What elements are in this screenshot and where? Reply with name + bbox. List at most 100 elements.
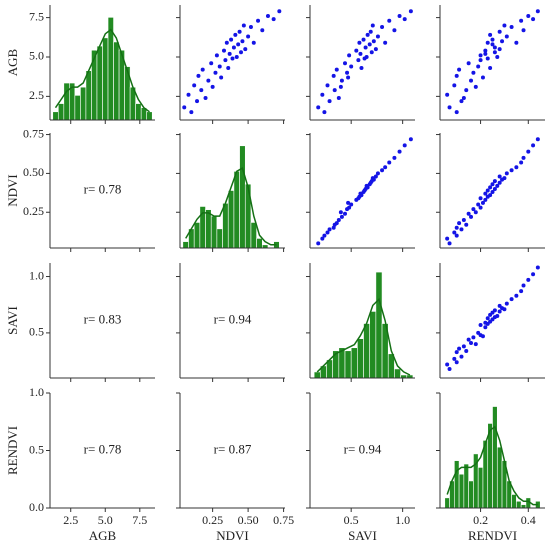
scatter-point bbox=[370, 176, 375, 181]
scatter-point bbox=[189, 110, 194, 115]
scatter-point bbox=[464, 222, 469, 227]
scatter-point bbox=[229, 37, 234, 42]
scatter-point bbox=[339, 214, 344, 219]
scatter-point bbox=[408, 137, 413, 142]
y-axis-label: AGB bbox=[5, 48, 20, 76]
histogram-bar bbox=[74, 95, 81, 121]
histogram-bar bbox=[233, 171, 240, 249]
scatter-point bbox=[349, 64, 354, 69]
scatter-point bbox=[182, 105, 187, 110]
histogram-bar bbox=[146, 111, 153, 121]
scatter-point bbox=[488, 66, 493, 71]
scatter-point bbox=[473, 342, 478, 347]
scatter-point bbox=[480, 75, 485, 80]
histogram-bar bbox=[496, 446, 503, 509]
scatter-point bbox=[251, 40, 256, 45]
scatter-point bbox=[454, 73, 459, 78]
x-tick-label: 5.0 bbox=[98, 513, 113, 527]
scatter-point bbox=[485, 188, 490, 193]
kde-line bbox=[54, 28, 150, 113]
scatter-point bbox=[343, 211, 347, 216]
scatter-point bbox=[354, 48, 359, 53]
scatter-point bbox=[336, 218, 341, 223]
scatter-point bbox=[347, 205, 352, 210]
x-tick-label: 0.2 bbox=[473, 513, 488, 527]
scatter-point bbox=[492, 179, 497, 184]
scatter-point bbox=[497, 29, 502, 34]
scatter-point bbox=[485, 316, 490, 321]
scatter-point bbox=[504, 34, 509, 39]
scatter-point bbox=[320, 236, 325, 241]
scatter-point bbox=[365, 32, 370, 37]
y-tick-label: 0.5 bbox=[29, 325, 44, 339]
scatter-point bbox=[346, 75, 351, 80]
scatter-point bbox=[535, 137, 540, 142]
scatter-point bbox=[526, 149, 531, 154]
x-tick-label: 0.75 bbox=[273, 513, 294, 527]
scatter-point bbox=[447, 366, 452, 371]
scatter-point bbox=[343, 61, 347, 66]
histogram-bar bbox=[80, 86, 87, 121]
scatter-point bbox=[469, 78, 474, 83]
scatter-point bbox=[459, 227, 464, 232]
scatter-point bbox=[368, 29, 373, 34]
scatter-point bbox=[466, 337, 471, 342]
scatter-point bbox=[199, 88, 204, 93]
scatter-point bbox=[452, 83, 457, 88]
y-tick-label: 1.0 bbox=[29, 268, 44, 282]
scatter-point bbox=[526, 277, 531, 282]
scatter-point bbox=[509, 25, 514, 30]
scatter-point bbox=[492, 186, 497, 191]
histogram-bar bbox=[250, 222, 257, 249]
histogram-bar bbox=[182, 241, 189, 249]
scatter-point bbox=[316, 241, 321, 246]
scatter-point bbox=[469, 341, 474, 346]
scatter-point bbox=[234, 54, 239, 59]
correlation-label: r= 0.83 bbox=[84, 311, 122, 326]
histogram-bar bbox=[193, 222, 201, 249]
scatter-point bbox=[509, 168, 514, 173]
histogram-bar bbox=[96, 45, 103, 121]
scatter-point bbox=[380, 25, 385, 30]
scatter-point bbox=[473, 84, 478, 89]
kde-line bbox=[185, 166, 277, 246]
scatter-point bbox=[445, 362, 450, 367]
scatter-point bbox=[402, 17, 407, 22]
scatter-point bbox=[338, 84, 343, 89]
histogram-bar bbox=[458, 473, 465, 509]
histogram-bar bbox=[313, 371, 321, 379]
scatter-point bbox=[471, 70, 476, 75]
scatter-point bbox=[200, 67, 205, 72]
scatter-point bbox=[483, 325, 488, 330]
scatter-point bbox=[334, 221, 339, 226]
scatter-point bbox=[469, 214, 474, 219]
scatter-point bbox=[331, 73, 336, 78]
scatter-point bbox=[271, 17, 276, 22]
y-tick-label: 5.0 bbox=[29, 49, 44, 63]
scatter-point bbox=[476, 330, 481, 335]
histogram-bar bbox=[222, 202, 229, 249]
scatter-point bbox=[492, 45, 497, 50]
scatter-point bbox=[531, 17, 536, 22]
scatter-point bbox=[387, 18, 392, 23]
x-tick-label: 0.50 bbox=[238, 513, 259, 527]
histogram-bar bbox=[102, 37, 109, 121]
scatter-point bbox=[497, 47, 502, 52]
scatter-point bbox=[483, 197, 488, 202]
scatter-point bbox=[519, 289, 524, 294]
scatter-point bbox=[361, 37, 366, 42]
histogram-bar bbox=[363, 323, 371, 379]
scatter-point bbox=[526, 14, 531, 19]
scatter-point bbox=[478, 323, 483, 328]
histogram-bar bbox=[444, 497, 450, 509]
scatter-point bbox=[356, 58, 361, 63]
y-axis-label: SAVI bbox=[5, 306, 20, 335]
y-tick-label: 0.25 bbox=[23, 204, 44, 218]
scatter-point bbox=[369, 50, 374, 55]
scatter-point bbox=[358, 51, 363, 56]
scatter-point bbox=[334, 67, 339, 72]
scatter-point bbox=[223, 58, 228, 63]
scatter-point bbox=[224, 40, 229, 45]
histogram-bar bbox=[394, 368, 401, 379]
correlation-label: r= 0.94 bbox=[214, 311, 252, 326]
